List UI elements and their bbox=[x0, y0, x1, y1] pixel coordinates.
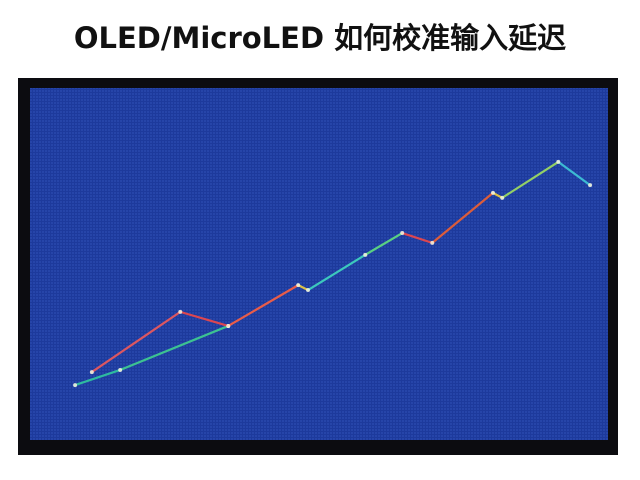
line-segment bbox=[306, 253, 367, 292]
pixel-grid bbox=[30, 88, 608, 440]
line-segment bbox=[227, 284, 300, 328]
point bbox=[178, 309, 183, 314]
point bbox=[490, 190, 495, 195]
line-segment bbox=[557, 160, 592, 187]
point bbox=[226, 323, 231, 328]
line-segment bbox=[401, 231, 434, 244]
point bbox=[400, 231, 405, 236]
point bbox=[500, 195, 505, 200]
point bbox=[118, 367, 123, 372]
line-segment bbox=[90, 310, 182, 374]
chart-title: OLED/MicroLED 如何校准输入延迟 bbox=[74, 21, 566, 55]
point bbox=[296, 283, 301, 288]
point bbox=[588, 183, 593, 188]
point bbox=[89, 370, 94, 375]
line-segment bbox=[179, 310, 230, 328]
plot bbox=[73, 159, 593, 388]
point bbox=[73, 383, 78, 388]
line-segment bbox=[364, 231, 404, 256]
line-segment bbox=[119, 324, 230, 372]
line-segment bbox=[431, 191, 495, 244]
point bbox=[306, 288, 311, 293]
point bbox=[430, 240, 435, 245]
line-segment bbox=[501, 160, 560, 199]
line-segment bbox=[73, 368, 122, 387]
point bbox=[363, 252, 368, 257]
point bbox=[556, 159, 561, 164]
